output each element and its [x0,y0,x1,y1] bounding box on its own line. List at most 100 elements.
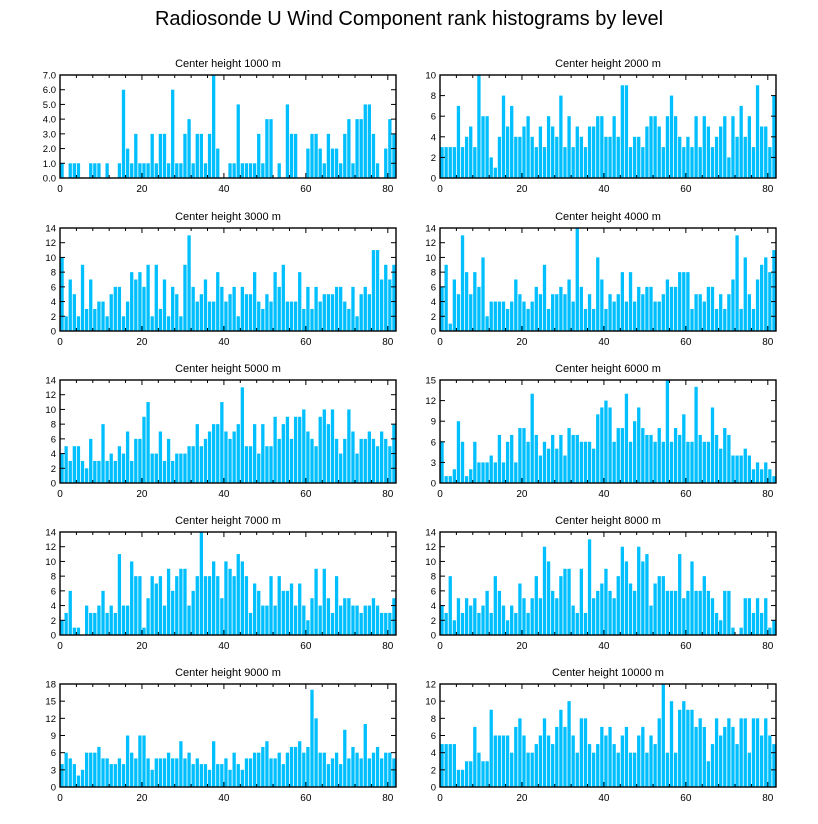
bar [113,286,117,331]
bar [579,441,584,483]
bar [281,424,285,483]
bar [175,294,179,331]
bar [273,605,277,635]
bar [764,718,768,787]
bar [72,294,76,331]
x-tick-label: 40 [218,641,230,652]
bar [563,726,567,787]
bar [579,718,584,787]
y-tick-label: 0 [431,174,436,185]
bar [735,235,739,331]
bar [530,752,534,787]
bar [355,605,359,635]
bar [505,126,510,178]
bar [261,746,265,787]
bar [355,119,359,178]
bar [571,735,575,787]
bar [158,758,163,787]
bar [277,752,281,787]
bar [698,434,702,483]
bar [191,446,195,483]
bar [596,590,600,635]
bar [477,752,481,787]
bar [289,583,294,635]
bar [694,386,698,483]
bar [154,163,158,178]
bar [220,598,224,635]
bar [355,453,359,483]
bar [195,758,199,787]
bar [146,402,150,483]
bar [351,286,355,331]
bar [686,136,690,178]
bar [134,758,138,787]
bar [187,235,191,331]
bar [306,431,310,483]
bar [199,446,204,483]
bar [134,133,138,178]
bar [686,441,690,483]
bar [375,250,380,331]
bar [293,301,298,331]
bar [624,301,629,331]
bar [367,431,372,483]
bar [567,568,571,635]
bar [326,764,331,787]
bar [199,532,204,635]
x-tick-label: 20 [516,641,528,652]
bar [179,316,183,331]
bar [559,576,563,635]
bar [351,605,355,635]
bar [526,612,530,635]
bar [710,598,715,635]
bar [473,147,477,178]
bar [481,116,485,178]
bar [302,752,306,787]
bar [616,752,620,787]
bar [456,598,461,635]
bar [587,744,592,787]
bar [334,576,339,635]
bar [632,301,637,331]
bar [232,576,236,635]
bar [444,264,448,331]
y-tick-label: 10 [45,405,56,416]
bar [653,116,657,178]
bar [600,279,604,331]
bar [142,163,146,178]
bar [72,163,76,178]
bar [727,294,731,331]
bar [146,264,150,331]
x-tick-label: 60 [680,489,692,500]
bar [747,455,752,483]
bar [456,421,461,483]
bar [158,431,163,483]
bar [60,764,64,787]
bar [150,769,154,787]
bar [162,605,167,635]
bar [84,308,89,331]
plot-frame [59,531,397,636]
bar [534,286,538,331]
bar [302,308,306,331]
y-tick-label: 6 [431,437,436,448]
bar [150,453,154,483]
bar [546,448,551,483]
bar [649,735,653,787]
bar [592,308,596,331]
bar [334,148,339,178]
bar [64,752,68,787]
bar [755,598,760,635]
panel-title: Center height 9000 m [175,667,281,679]
bar [97,301,101,331]
bar [326,294,331,331]
bar [244,758,249,787]
bar [392,598,396,635]
bar [546,116,551,178]
bar [538,455,543,483]
x-tick-label: 20 [516,337,528,348]
bar [731,726,735,787]
bar [669,441,674,483]
bar [706,590,711,635]
